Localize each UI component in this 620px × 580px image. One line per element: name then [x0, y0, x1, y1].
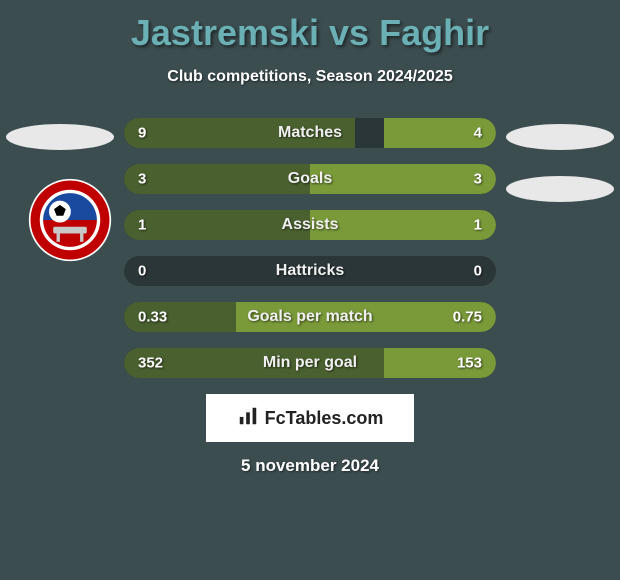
stat-value-right: 3 — [474, 171, 482, 188]
stat-value-right: 1 — [474, 217, 482, 234]
page-title: Jastremski vs Faghir — [0, 0, 620, 54]
stat-value-left: 352 — [138, 355, 163, 372]
stat-row-goals: 3 Goals 3 — [124, 164, 496, 194]
chart-icon — [237, 405, 259, 432]
stat-value-left: 0 — [138, 263, 146, 280]
footer-brand-main: Tables — [286, 408, 342, 428]
stat-bar-right — [310, 164, 496, 194]
stat-label: Min per goal — [263, 354, 357, 372]
stat-value-right: 4 — [474, 125, 482, 142]
stat-bar-left — [124, 164, 310, 194]
stat-value-left: 1 — [138, 217, 146, 234]
stat-value-left: 9 — [138, 125, 146, 142]
footer-brand-prefix: Fc — [265, 408, 286, 428]
footer-brand-suffix: .com — [341, 408, 383, 428]
stat-label: Goals — [288, 170, 332, 188]
footer-brand-text: FcTables.com — [265, 408, 384, 429]
stat-value-left: 0.33 — [138, 309, 167, 326]
page-subtitle: Club competitions, Season 2024/2025 — [0, 68, 620, 86]
stat-label: Hattricks — [276, 262, 344, 280]
stat-row-matches: 9 Matches 4 — [124, 118, 496, 148]
stat-value-right: 0 — [474, 263, 482, 280]
stat-value-right: 0.75 — [453, 309, 482, 326]
stat-label: Matches — [278, 124, 342, 142]
stat-value-left: 3 — [138, 171, 146, 188]
stat-row-min-per-goal: 352 Min per goal 153 — [124, 348, 496, 378]
stat-value-right: 153 — [457, 355, 482, 372]
stat-row-hattricks: 0 Hattricks 0 — [124, 256, 496, 286]
stat-label: Assists — [282, 216, 339, 234]
stat-row-goals-per-match: 0.33 Goals per match 0.75 — [124, 302, 496, 332]
stat-label: Goals per match — [247, 308, 372, 326]
stats-area: 9 Matches 4 3 Goals 3 1 Assists 1 0 Hatt… — [0, 118, 620, 378]
footer-brand-logo[interactable]: FcTables.com — [206, 394, 414, 442]
stat-row-assists: 1 Assists 1 — [124, 210, 496, 240]
footer-date: 5 november 2024 — [0, 456, 620, 476]
